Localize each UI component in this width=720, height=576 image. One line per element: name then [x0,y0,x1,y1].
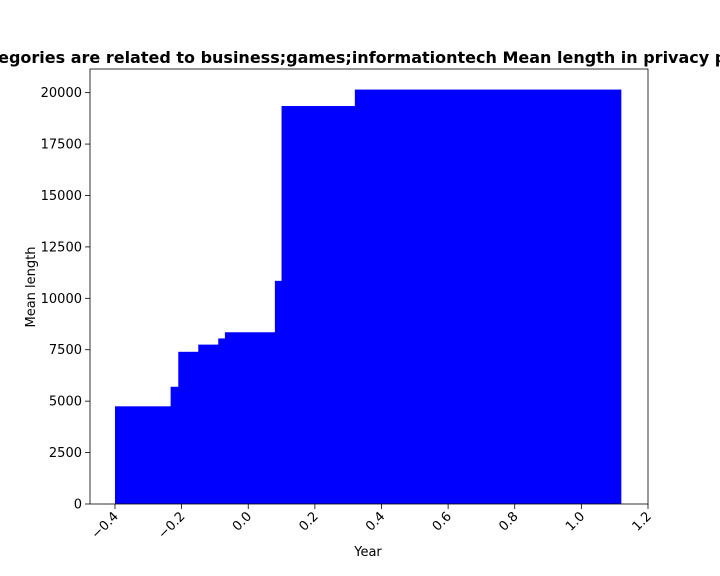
y-tick-label: 2500 [49,446,82,461]
y-axis-label: Mean length [24,247,39,328]
bars [114,89,622,505]
y-tick-label: 15000 [41,189,82,204]
x-tick-label: 1.0 [563,509,588,534]
y-tick-label: 10000 [41,292,82,307]
x-axis-ticks: −0.4 −0.2 0.0 0.2 0.4 0.6 0.8 1.0 1.2 [89,504,655,542]
plot-frame [89,68,649,505]
x-tick-label: 0.8 [496,509,521,534]
y-tick-label: 5000 [49,395,82,410]
bar [354,89,622,504]
x-tick-label: 0.4 [363,509,388,534]
x-tick-label: −0.4 [89,509,122,542]
x-tick-label: 0.6 [430,509,455,534]
chart-title: Categories are related to business;games… [0,48,720,67]
y-axis-ticks: 0 2500 5000 7500 10000 12500 15000 17500 20000 [41,86,90,513]
y-tick-label: 20000 [41,86,82,101]
y-tick-label: 7500 [49,343,82,358]
x-axis-label: Year [353,545,382,560]
x-tick-label: −0.2 [156,509,189,542]
y-tick-label: 0 [74,498,82,513]
x-tick-label: 0.2 [296,509,321,534]
x-tick-label: 1.2 [630,509,655,534]
y-tick-label: 17500 [41,138,82,153]
x-tick-label: 0.0 [230,509,255,534]
y-tick-label: 12500 [41,240,82,255]
